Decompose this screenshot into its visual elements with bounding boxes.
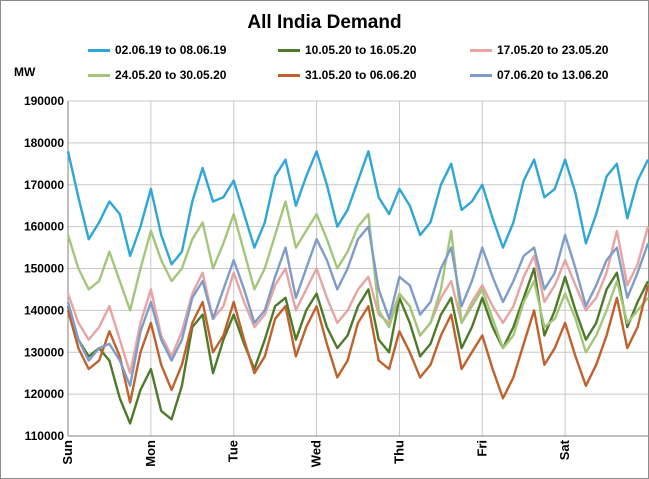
x-tick-label: Fri bbox=[474, 440, 489, 457]
x-tick-label: Tue bbox=[226, 440, 241, 462]
legend-label: 07.06.20 to 13.06.20 bbox=[497, 68, 609, 82]
series-line bbox=[66, 150, 649, 266]
legend-swatch bbox=[278, 73, 300, 77]
legend-swatch bbox=[470, 48, 492, 52]
series-line bbox=[66, 226, 649, 375]
x-tick-label: Wed bbox=[309, 440, 324, 467]
y-tick-label: 160000 bbox=[24, 220, 64, 234]
legend-label: 31.05.20 to 06.06.20 bbox=[305, 68, 417, 82]
legend-item: 17.05.20 to 23.05.20 bbox=[470, 42, 608, 58]
series-line bbox=[66, 200, 649, 354]
legend-swatch bbox=[278, 48, 300, 52]
legend-label: 24.05.20 to 30.05.20 bbox=[115, 68, 227, 82]
y-tick-label: 180000 bbox=[24, 136, 64, 150]
y-tick-label: 120000 bbox=[24, 387, 64, 401]
legend-swatch bbox=[88, 73, 110, 77]
legend-item: 10.05.20 to 16.05.20 bbox=[278, 42, 416, 58]
x-tick-label: Sat bbox=[557, 439, 572, 460]
y-tick-label: 190000 bbox=[24, 94, 64, 108]
legend-item: 31.05.20 to 06.06.20 bbox=[278, 67, 416, 83]
chart-title: All India Demand bbox=[247, 12, 402, 33]
x-tick-label: Mon bbox=[143, 440, 158, 467]
y-tick-label: 170000 bbox=[24, 178, 64, 192]
y-tick-label: 110000 bbox=[25, 429, 65, 443]
legend-label: 10.05.20 to 16.05.20 bbox=[305, 43, 417, 57]
y-tick-label: 140000 bbox=[24, 303, 64, 317]
y-tick-label: 130000 bbox=[24, 345, 64, 359]
legend-swatch bbox=[470, 73, 492, 77]
series-line bbox=[66, 285, 649, 404]
legend-item: 24.05.20 to 30.05.20 bbox=[88, 67, 226, 83]
series-line bbox=[66, 267, 649, 425]
legend-item: 02.06.19 to 08.06.19 bbox=[88, 42, 226, 58]
x-tick-label: Sun bbox=[60, 440, 75, 465]
legend-label: 02.06.19 to 08.06.19 bbox=[115, 43, 227, 57]
legend-label: 17.05.20 to 23.05.20 bbox=[497, 43, 609, 57]
series-line bbox=[66, 225, 649, 387]
y-axis-unit-label: MW bbox=[14, 65, 36, 79]
x-tick-label: Thu bbox=[391, 440, 406, 464]
legend-item: 07.06.20 to 13.06.20 bbox=[470, 67, 608, 83]
legend-swatch bbox=[88, 48, 110, 52]
y-tick-label: 150000 bbox=[24, 262, 64, 276]
